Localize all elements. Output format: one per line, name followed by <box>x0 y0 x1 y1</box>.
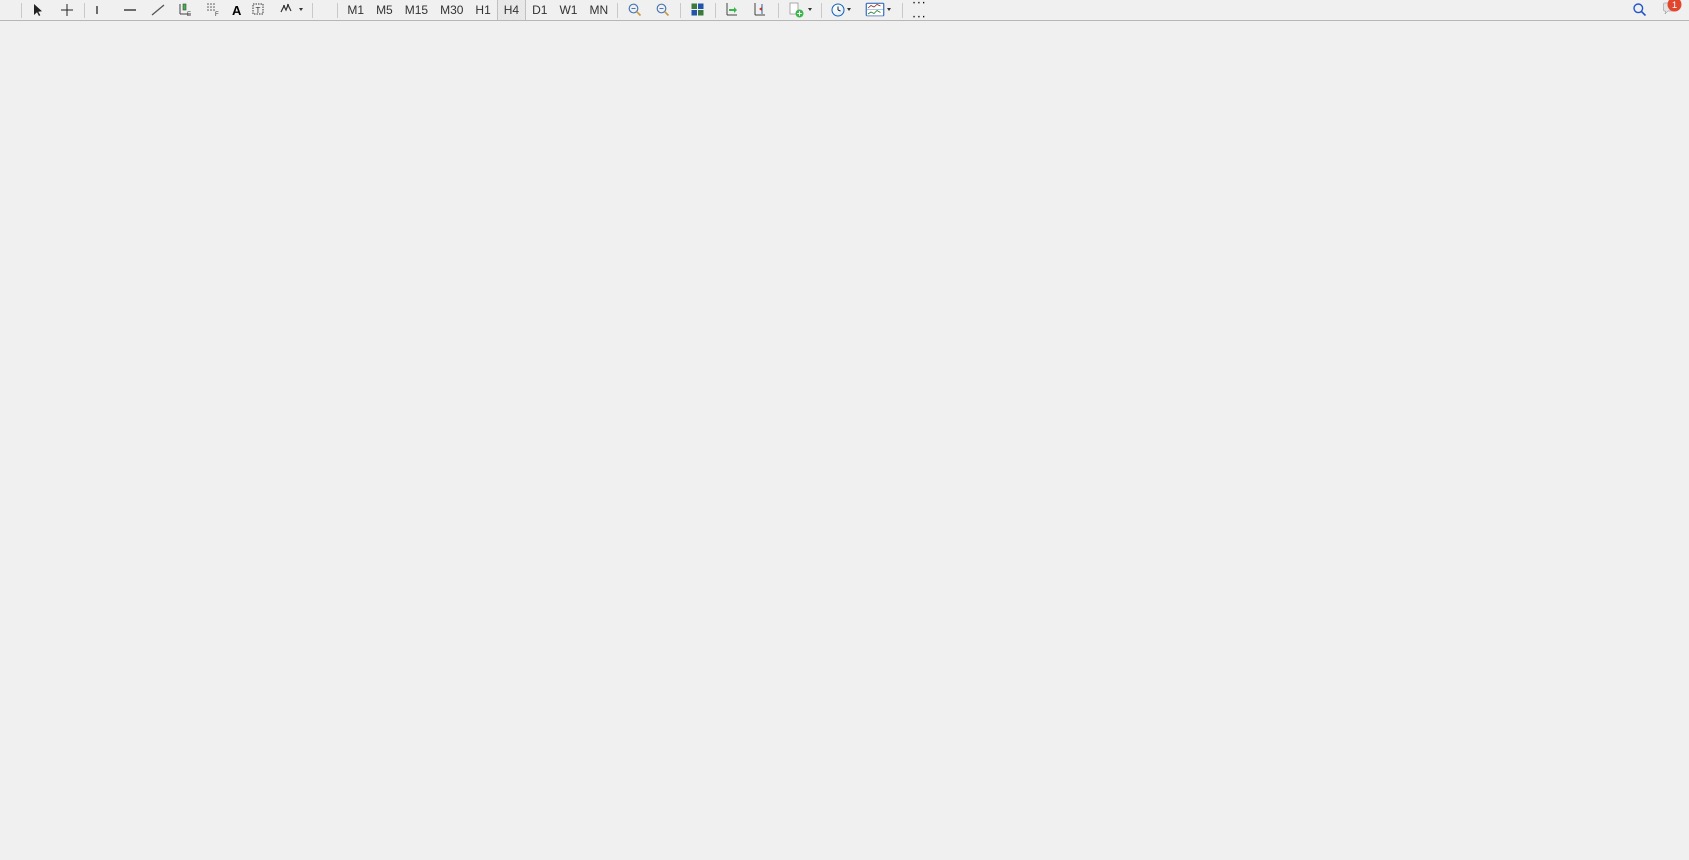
svg-text:E: E <box>187 12 191 18</box>
svg-text:F: F <box>215 12 219 18</box>
svg-text:1: 1 <box>1672 0 1677 11</box>
svg-text:T: T <box>256 6 261 15</box>
